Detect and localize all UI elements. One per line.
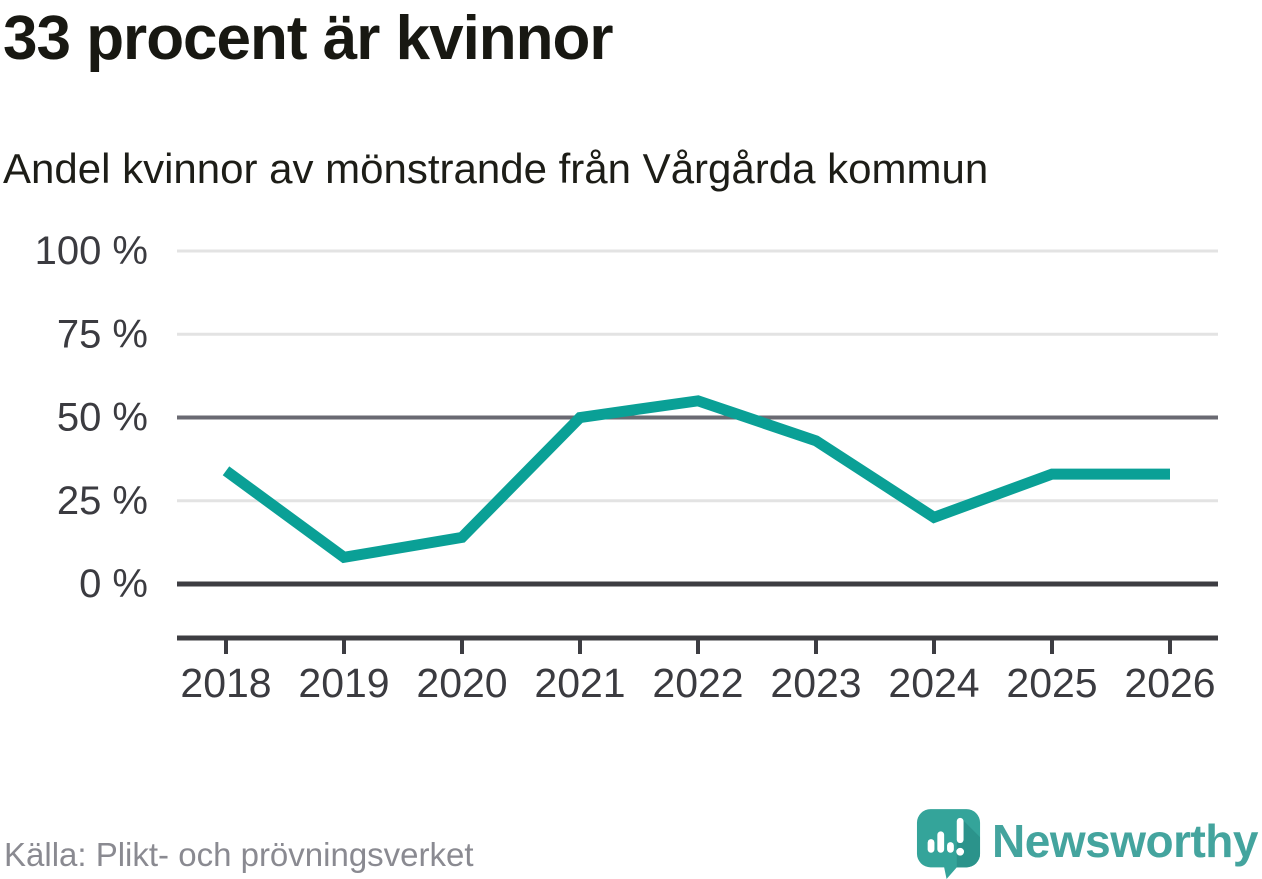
source-caption: Källa: Plikt- och prövningsverket	[4, 836, 474, 873]
x-axis-label: 2024	[888, 660, 979, 706]
y-axis-label: 50 %	[57, 396, 148, 440]
x-axis-label: 2020	[416, 660, 507, 706]
y-axis-label: 100 %	[35, 229, 148, 273]
brand-logo-link[interactable]: Newsworthy	[916, 803, 1258, 879]
x-axis-label: 2021	[534, 660, 625, 706]
x-axis-label: 2022	[652, 660, 743, 706]
logo-bars-icon	[927, 817, 965, 856]
x-axis-label: 2026	[1124, 660, 1215, 706]
brand-wordmark: Newsworthy	[992, 815, 1258, 867]
y-axis-label: 0 %	[79, 562, 148, 606]
y-axis-label: 75 %	[57, 312, 148, 356]
x-axis-label: 2023	[770, 660, 861, 706]
y-axis-label: 25 %	[57, 479, 148, 523]
chart-subtitle: Andel kvinnor av mönstrande från Vårgård…	[3, 145, 989, 192]
trend-line	[222, 395, 1170, 564]
newsworthy-logo-icon	[917, 809, 981, 879]
page-title: 33 procent är kvinnor	[3, 4, 614, 73]
x-axis-label: 2025	[1006, 660, 1097, 706]
x-axis-label: 2019	[298, 660, 389, 706]
x-axis-label: 2018	[180, 660, 271, 706]
